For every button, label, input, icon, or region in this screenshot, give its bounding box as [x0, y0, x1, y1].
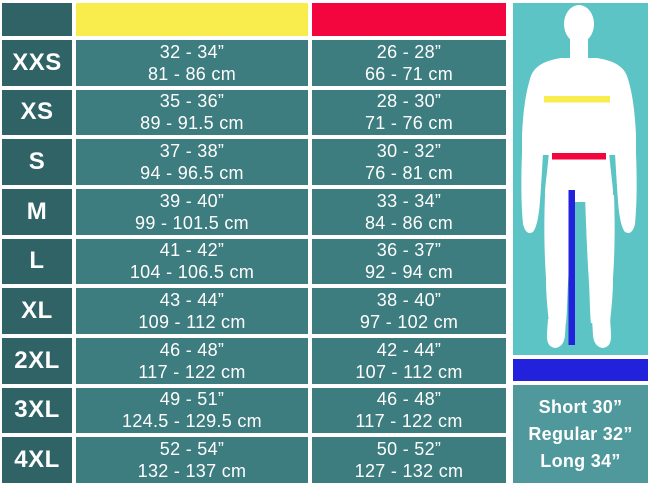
chest-measurement-cell: 37 - 38” 94 - 96.5 cm	[76, 139, 308, 185]
size-label-cell: L	[2, 238, 72, 285]
chest-measurement-cell: 52 - 54” 132 - 137 cm	[76, 437, 308, 483]
waist-measurement-cell: 28 - 30” 71 - 76 cm	[312, 89, 506, 136]
chest-inches-value: 37 - 38”	[159, 141, 225, 162]
size-label: 2XL	[14, 346, 60, 374]
figure-shoulders-and-upper-arms	[522, 58, 636, 155]
waist-measurement-line	[552, 153, 606, 160]
body-silhouette-icon	[521, 5, 637, 348]
figure-left-forearm-hand	[521, 153, 543, 233]
figure-neck	[570, 31, 588, 58]
size-label: XXS	[12, 48, 62, 76]
chest-inches-value: 32 - 34”	[159, 41, 225, 62]
waist-inches-value: 38 - 40”	[376, 290, 442, 311]
chest-inches-value: 41 - 42”	[159, 240, 225, 261]
size-label-cell: 4XL	[2, 437, 72, 483]
chest-measurement-cell: 46 - 48” 117 - 122 cm	[76, 338, 308, 384]
chest-inches-value: 52 - 54”	[159, 439, 225, 460]
waist-measurement-cell: 33 - 34” 84 - 86 cm	[312, 189, 506, 235]
figure-left-foot	[546, 319, 566, 348]
body-silhouette-shape	[521, 5, 637, 348]
waist-color-header-swatch	[312, 3, 506, 36]
chest-inches-value: 49 - 51”	[159, 389, 225, 410]
chest-cm-value: 89 - 91.5 cm	[140, 113, 244, 134]
size-label: L	[29, 247, 45, 275]
size-label: 4XL	[14, 446, 60, 474]
size-label-cell: S	[2, 139, 72, 185]
waist-measurement-cell: 38 - 40” 97 - 102 cm	[312, 288, 506, 334]
waist-measurement-cell: 46 - 48” 117 - 122 cm	[312, 387, 506, 434]
chest-cm-value: 109 - 112 cm	[138, 312, 246, 333]
size-label: XS	[20, 98, 54, 126]
inseam-option-regular: Regular 32”	[528, 423, 633, 444]
chest-cm-value: 117 - 122 cm	[138, 361, 246, 382]
size-label: XL	[21, 297, 53, 325]
chest-inches-value: 35 - 36”	[159, 91, 225, 112]
table-corner-cell	[2, 3, 72, 36]
chest-measurement-cell: 41 - 42” 104 - 106.5 cm	[76, 238, 308, 285]
size-label: 3XL	[14, 396, 60, 424]
chest-measurement-cell: 35 - 36” 89 - 91.5 cm	[76, 89, 308, 136]
waist-measurement-cell: 42 - 44” 107 - 112 cm	[312, 338, 506, 384]
figure-right-leg	[585, 195, 615, 323]
size-label: S	[28, 148, 46, 176]
waist-inches-value: 26 - 28”	[376, 41, 442, 62]
chest-inches-value: 43 - 44”	[159, 290, 225, 311]
waist-measurement-cell: 50 - 52” 127 - 132 cm	[312, 437, 506, 483]
inseam-lengths-panel: Short 30” Regular 32” Long 34”	[513, 385, 648, 483]
inseam-measurement-line	[568, 190, 575, 345]
size-label-cell: M	[2, 189, 72, 235]
waist-cm-value: 117 - 122 cm	[355, 411, 463, 432]
chest-inches-value: 39 - 40”	[159, 190, 225, 211]
chest-inches-value: 46 - 48”	[159, 339, 225, 360]
waist-inches-value: 50 - 52”	[376, 439, 442, 460]
waist-cm-value: 66 - 71 cm	[364, 63, 454, 84]
waist-inches-value: 30 - 32”	[376, 141, 442, 162]
chest-cm-value: 104 - 106.5 cm	[129, 262, 255, 283]
waist-cm-value: 71 - 76 cm	[364, 113, 454, 134]
inseam-color-bar	[513, 359, 648, 381]
waist-cm-value: 97 - 102 cm	[359, 312, 459, 333]
chest-cm-value: 99 - 101.5 cm	[135, 212, 249, 233]
size-label-cell: 2XL	[2, 338, 72, 384]
figure-left-leg	[544, 195, 572, 323]
size-label-cell: XL	[2, 288, 72, 334]
chest-measurement-cell: 39 - 40” 99 - 101.5 cm	[76, 189, 308, 235]
waist-measurement-cell: 36 - 37” 92 - 94 cm	[312, 238, 506, 285]
waist-inches-value: 36 - 37”	[376, 240, 442, 261]
size-label-cell: XS	[2, 89, 72, 136]
size-label-cell: XXS	[2, 40, 72, 86]
waist-cm-value: 107 - 112 cm	[355, 361, 463, 382]
inseam-option-short: Short 30”	[538, 396, 623, 417]
chest-measurement-cell: 32 - 34” 81 - 86 cm	[76, 40, 308, 86]
figure-torso	[544, 151, 614, 202]
waist-cm-value: 76 - 81 cm	[364, 163, 454, 184]
chest-cm-value: 132 - 137 cm	[137, 461, 247, 482]
figure-right-forearm-hand	[615, 153, 637, 233]
waist-cm-value: 92 - 94 cm	[364, 262, 454, 283]
waist-cm-value: 84 - 86 cm	[364, 212, 454, 233]
chest-measurement-cell: 43 - 44” 109 - 112 cm	[76, 288, 308, 334]
size-table: XXS 32 - 34” 81 - 86 cm 26 - 28” 66 - 71…	[2, 3, 506, 483]
size-label: M	[26, 197, 48, 225]
size-label-cell: 3XL	[2, 387, 72, 434]
waist-inches-value: 42 - 44”	[376, 339, 442, 360]
waist-inches-value: 33 - 34”	[376, 190, 442, 211]
inseam-option-long: Long 34”	[540, 450, 621, 471]
waist-inches-value: 28 - 30”	[376, 91, 442, 112]
figure-right-foot	[592, 319, 612, 348]
chest-cm-value: 81 - 86 cm	[147, 63, 237, 84]
chest-measurement-line	[544, 96, 610, 103]
waist-measurement-cell: 26 - 28” 66 - 71 cm	[312, 40, 506, 86]
waist-measurement-cell: 30 - 32” 76 - 81 cm	[312, 139, 506, 185]
waist-cm-value: 127 - 132 cm	[354, 461, 464, 482]
chest-cm-value: 94 - 96.5 cm	[140, 163, 244, 184]
measurement-guide-panel: Short 30” Regular 32” Long 34”	[513, 3, 648, 483]
waist-inches-value: 46 - 48”	[376, 389, 442, 410]
body-figure-box	[513, 3, 648, 355]
chest-color-header-swatch	[76, 3, 308, 36]
chest-measurement-cell: 49 - 51” 124.5 - 129.5 cm	[76, 387, 308, 434]
chest-cm-value: 124.5 - 129.5 cm	[122, 411, 262, 432]
